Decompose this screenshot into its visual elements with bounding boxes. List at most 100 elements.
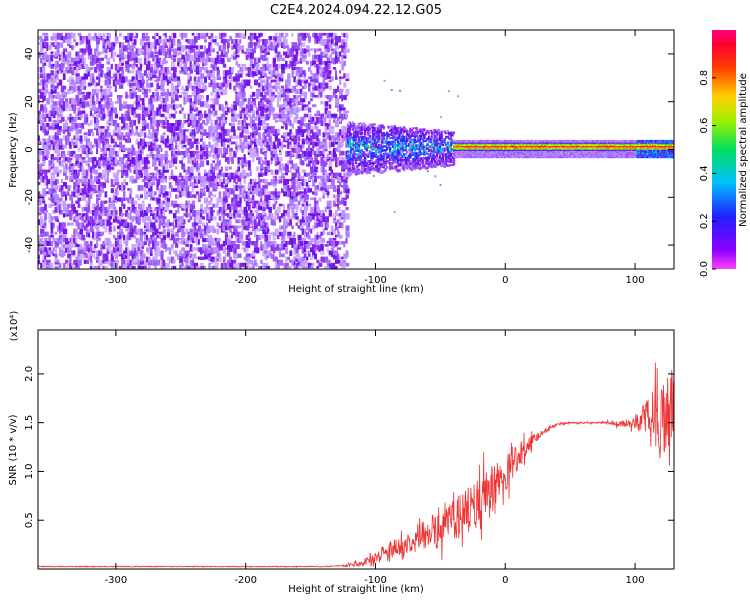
heat-cell xyxy=(326,222,329,229)
heat-cell xyxy=(312,54,315,61)
heat-cell xyxy=(301,42,306,47)
heat-cell xyxy=(143,163,148,170)
heat-cell xyxy=(67,60,71,66)
heat-cell xyxy=(270,79,273,83)
heat-cell xyxy=(110,138,115,144)
heat-cell xyxy=(316,126,319,133)
heat-cell xyxy=(197,76,200,83)
heat-cell xyxy=(104,265,108,269)
heat-cell xyxy=(146,36,150,40)
heat-cell xyxy=(96,231,100,239)
heat-cell xyxy=(89,73,94,80)
heat-cell xyxy=(150,42,154,49)
heat-cell xyxy=(247,160,251,168)
heat-cell xyxy=(170,76,173,81)
heat-cell xyxy=(299,60,303,64)
heat-cell xyxy=(187,231,191,235)
heat-cell xyxy=(320,237,325,242)
heat-cell xyxy=(133,57,137,61)
heat-cell xyxy=(48,54,52,61)
heat-cell xyxy=(243,178,246,184)
heat-cell xyxy=(131,175,134,180)
heat-cell xyxy=(281,241,285,248)
heat-cell xyxy=(264,138,269,146)
heat-cell xyxy=(98,210,103,215)
heat-cell xyxy=(44,60,47,66)
heat-cell xyxy=(331,269,333,274)
heat-cell xyxy=(60,91,65,98)
heat-cell xyxy=(179,119,182,124)
heat-cell xyxy=(170,39,175,45)
heat-cell xyxy=(166,144,170,148)
heat-cell xyxy=(193,113,196,120)
heat-cell xyxy=(110,154,113,160)
heat-cell xyxy=(69,163,73,169)
heat-cell xyxy=(92,247,97,251)
heat-cell xyxy=(127,54,130,62)
heat-cell xyxy=(268,182,272,186)
heat-cell xyxy=(160,79,165,86)
heat-cell xyxy=(316,95,320,98)
heat-cell xyxy=(92,95,95,102)
heat-cell xyxy=(218,216,222,221)
heat-cell xyxy=(135,253,139,260)
heat-cell xyxy=(85,259,89,264)
heat-cell xyxy=(166,138,171,144)
heat-cell xyxy=(150,98,153,104)
heat-cell xyxy=(249,42,253,48)
heat-cell xyxy=(239,206,243,213)
heat-cell xyxy=(316,259,320,264)
heat-cell xyxy=(100,88,103,92)
heat-cell xyxy=(96,141,100,148)
heat-cell xyxy=(320,39,323,46)
heat-cell xyxy=(204,45,207,51)
heat-cell xyxy=(79,253,84,260)
heat-cell xyxy=(301,154,306,158)
heat-cell xyxy=(173,104,176,111)
heat-cell xyxy=(324,141,328,148)
heat-cell xyxy=(218,197,223,202)
heat-cell xyxy=(247,107,252,113)
heat-cell xyxy=(170,73,175,79)
heat-cell xyxy=(86,269,90,273)
heat-cell xyxy=(160,253,164,260)
heat-cell xyxy=(102,169,106,176)
heat-cell xyxy=(241,147,244,153)
heat-cell xyxy=(185,135,189,143)
heat-cell xyxy=(38,42,41,45)
heat-cell xyxy=(54,132,57,140)
heat-cell xyxy=(287,265,292,269)
heat-cell xyxy=(119,104,123,111)
heat-cell xyxy=(231,231,234,235)
heat-cell xyxy=(204,39,207,43)
heat-cell xyxy=(146,222,150,230)
heat-cell xyxy=(156,178,161,186)
heat-cell xyxy=(224,110,228,116)
heat-cell xyxy=(38,241,42,245)
heat-cell xyxy=(181,203,186,208)
heat-cell xyxy=(264,244,268,251)
heat-cell xyxy=(139,228,143,233)
heat-cell xyxy=(220,166,223,172)
heat-cell xyxy=(60,116,65,122)
heat-cell xyxy=(96,123,99,126)
heat-cell xyxy=(210,163,213,169)
heat-cell xyxy=(314,73,318,79)
heat-cell xyxy=(187,79,191,84)
heat-cell xyxy=(146,123,150,129)
heat-cell xyxy=(96,76,99,80)
heat-cell xyxy=(98,63,103,71)
heat-cell xyxy=(231,244,234,248)
heat-cell xyxy=(270,157,274,161)
heat-cell xyxy=(312,82,316,88)
heat-cell xyxy=(241,104,244,109)
heat-cell xyxy=(241,247,245,251)
heat-cell xyxy=(328,262,333,268)
heat-cell xyxy=(85,101,90,106)
heat-cell xyxy=(303,259,309,266)
heat-cell xyxy=(114,132,118,136)
heat-cell xyxy=(299,241,304,246)
heat-cell xyxy=(52,107,55,115)
heat-cell xyxy=(330,135,335,140)
heat-cell xyxy=(332,262,336,269)
